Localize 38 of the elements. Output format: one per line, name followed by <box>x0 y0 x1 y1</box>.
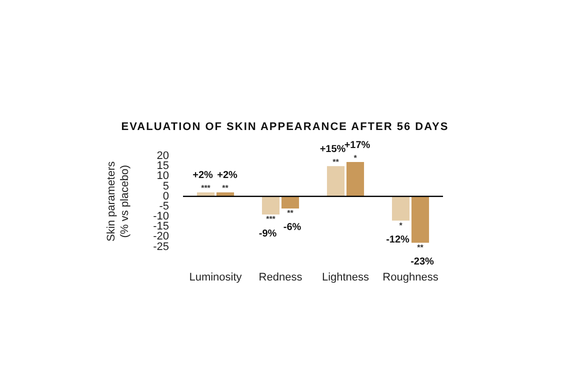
y-tick-label: 10 <box>156 170 169 182</box>
annotation: * <box>354 153 358 162</box>
y-tick-label: 15 <box>156 160 169 172</box>
bar <box>392 196 410 221</box>
data-label: +17% <box>344 140 370 151</box>
annotation: ** <box>417 242 424 252</box>
data-label: -9% <box>258 228 277 240</box>
y-tick-label: -20 <box>153 230 169 243</box>
data-label: -23% <box>410 256 434 268</box>
chart-title: EVALUATION OF SKIN APPEARANCE AFTER 56 DAYS <box>121 121 449 134</box>
data-label: +2% <box>217 170 238 182</box>
x-tick-label: Luminosity <box>189 271 242 284</box>
y-tick-label: -15 <box>153 220 169 233</box>
bar <box>346 162 364 196</box>
y-tick-label: 5 <box>162 180 169 192</box>
y-tick-label: 0 <box>162 190 169 202</box>
annotation: ** <box>332 157 340 166</box>
y-tick-label: -5 <box>159 200 169 212</box>
bar <box>281 196 300 208</box>
x-tick-label: Roughness <box>382 271 439 284</box>
y-tick-label: -10 <box>153 210 169 223</box>
x-tick-label: Lightness <box>322 271 370 284</box>
annotation: *** <box>201 184 212 193</box>
bar <box>326 166 345 196</box>
data-label: +15% <box>320 144 346 155</box>
data-label: -6% <box>283 222 302 234</box>
data-label: -12% <box>386 234 410 246</box>
bar <box>411 196 430 243</box>
y-axis-title: Skin parameters (% vs placebo) <box>106 160 131 242</box>
bar <box>262 196 280 215</box>
annotation: *** <box>266 214 276 224</box>
annotation: ** <box>222 184 230 193</box>
data-label: +2% <box>192 170 214 182</box>
y-tick-label: -25 <box>153 240 169 253</box>
annotation: ** <box>287 208 294 218</box>
x-tick-label: Redness <box>258 271 303 284</box>
y-tick-label: 20 <box>156 150 169 162</box>
annotation: * <box>399 220 404 230</box>
